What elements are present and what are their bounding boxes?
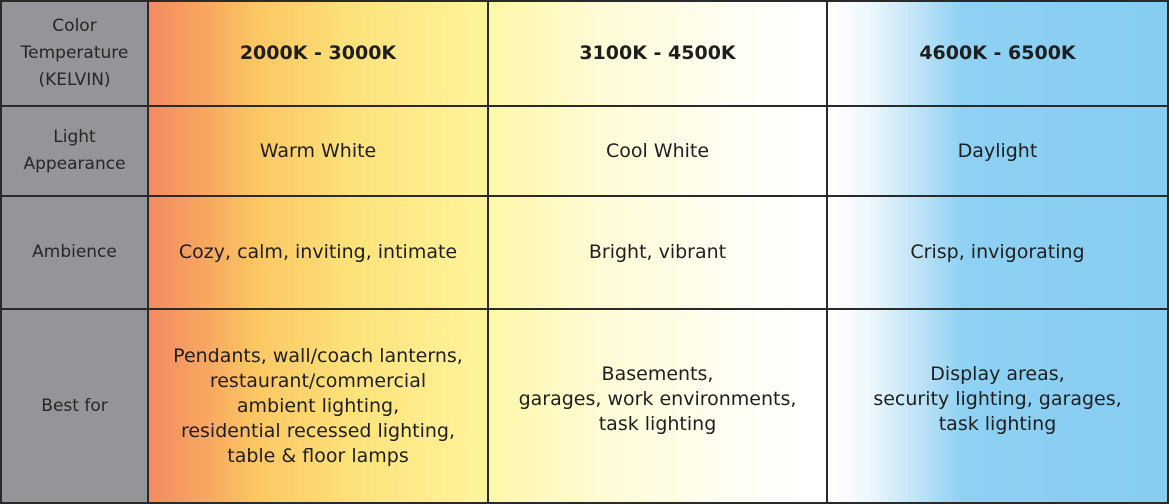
- cell-text: Basements,: [601, 363, 714, 385]
- appearance-daylight: Daylight: [826, 105, 1169, 197]
- cell-text: Crisp, invigorating: [910, 241, 1085, 263]
- range-text: 4600K - 6500K: [919, 42, 1076, 64]
- row-header-text: Temperature: [20, 43, 129, 63]
- table-row-best-for: Best for Pendants, wall/coach lanterns, …: [0, 308, 1169, 504]
- appearance-warm: Warm White: [147, 105, 489, 197]
- cell-text: Bright, vibrant: [588, 241, 727, 263]
- row-header-text: Color: [52, 16, 97, 36]
- table-row-light-appearance: Light Appearance Warm White Cool White D…: [0, 105, 1169, 197]
- row-header-text: Light: [53, 127, 96, 147]
- table-row-ambience: Ambience Cozy, calm, inviting, intimate …: [0, 195, 1169, 310]
- cell-text: garages, work environments,: [518, 388, 797, 410]
- cell-text: task lighting: [598, 413, 717, 435]
- best-for-daylight: Display areas, security lighting, garage…: [826, 308, 1169, 504]
- cell-text: Daylight: [957, 139, 1038, 162]
- ambience-warm: Cozy, calm, inviting, intimate: [147, 195, 489, 310]
- best-for-cool: Basements, garages, work environments, t…: [487, 308, 828, 504]
- cell-text: ambient lighting,: [236, 394, 400, 417]
- range-text: 2000K - 3000K: [239, 42, 397, 64]
- row-header-text: Ambience: [32, 242, 117, 262]
- cell-text: table & floor lamps: [227, 444, 409, 467]
- cell-text: restaurant/commercial: [209, 369, 427, 392]
- row-header-ambience: Ambience: [0, 195, 149, 310]
- appearance-cool: Cool White: [487, 105, 828, 197]
- ambience-cool: Bright, vibrant: [487, 195, 828, 310]
- best-for-warm: Pendants, wall/coach lanterns, restauran…: [147, 308, 489, 504]
- row-header-text: (KELVIN): [38, 70, 111, 90]
- cell-text: Cozy, calm, inviting, intimate: [178, 241, 458, 263]
- range-cool: 3100K - 4500K: [487, 0, 828, 107]
- ambience-daylight: Crisp, invigorating: [826, 195, 1169, 310]
- row-header-best-for: Best for: [0, 308, 149, 504]
- table-row-color-temperature: Color Temperature (KELVIN) 2000K - 3000K…: [0, 0, 1169, 107]
- range-text: 3100K - 4500K: [579, 42, 736, 64]
- cell-text: Pendants, wall/coach lanterns,: [173, 344, 463, 367]
- cell-text: Warm White: [259, 139, 377, 162]
- row-header-light-appearance: Light Appearance: [0, 105, 149, 197]
- range-daylight: 4600K - 6500K: [826, 0, 1169, 107]
- cell-text: Display areas,: [930, 363, 1065, 385]
- cell-text: security lighting, garages,: [873, 388, 1122, 410]
- cell-text: Cool White: [605, 139, 710, 162]
- range-warm: 2000K - 3000K: [147, 0, 489, 107]
- row-header-text: Appearance: [23, 154, 126, 174]
- row-header-text: Best for: [41, 395, 108, 416]
- cell-text: task lighting: [938, 413, 1057, 435]
- row-header-color-temperature: Color Temperature (KELVIN): [0, 0, 149, 107]
- cell-text: residential recessed lighting,: [180, 419, 456, 442]
